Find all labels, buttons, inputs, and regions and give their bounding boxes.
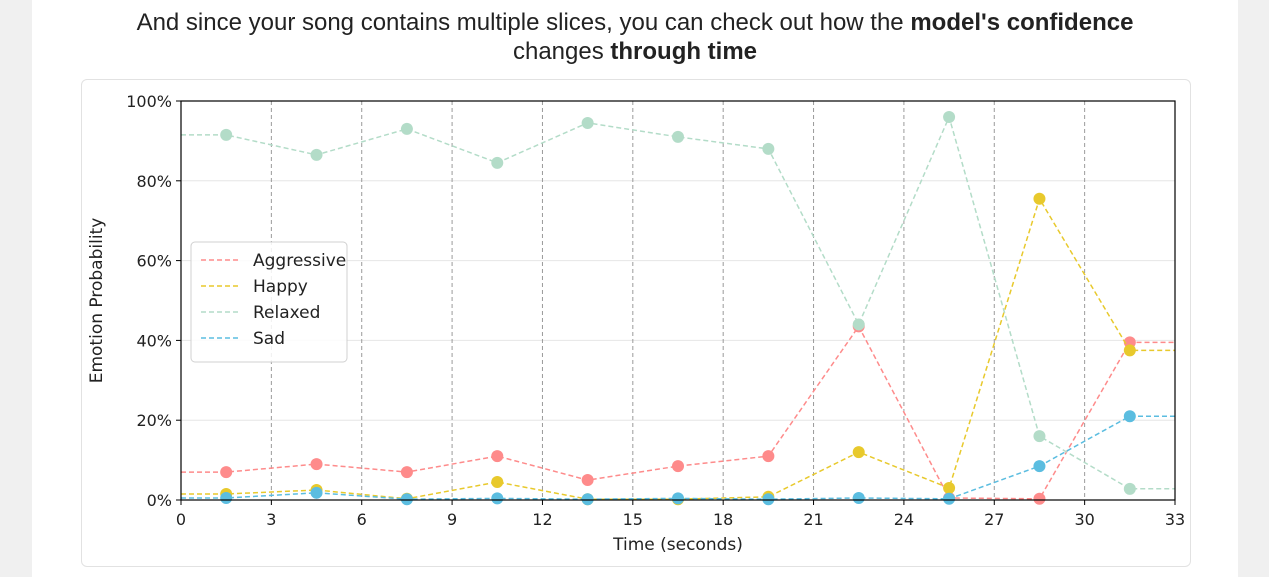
chart-card: 0% 20% 40% 60% 80% 100% 0 3 6 9 12 15 18 21 24 27 30 33 Ti… <box>81 79 1191 567</box>
data-point-sad <box>1123 410 1136 423</box>
legend: Aggressive Happy Relaxed Sad <box>190 241 348 363</box>
data-point-relaxed <box>852 318 865 331</box>
x-tick-label: 21 <box>803 510 823 529</box>
heading-text-1: And since your song contains multiple sl… <box>136 9 911 36</box>
x-tick-label: 6 <box>357 510 367 529</box>
y-axis-label: Emotion Probability <box>87 218 107 384</box>
data-point-relaxed <box>943 110 956 123</box>
data-point-relaxed <box>220 128 233 141</box>
y-tick-label: 60% <box>136 252 172 271</box>
data-point-happy <box>852 446 865 459</box>
data-point-sad <box>581 493 594 506</box>
data-point-sad <box>852 492 865 505</box>
x-tick-label: 12 <box>532 510 552 529</box>
data-point-sad <box>400 493 413 506</box>
data-point-relaxed <box>672 130 684 143</box>
y-tick-label: 0% <box>147 491 172 510</box>
data-point-happy <box>491 476 504 489</box>
x-tick-label: 15 <box>623 510 643 529</box>
data-point-sad <box>672 492 684 505</box>
data-point-aggressive <box>1033 492 1046 505</box>
x-tick-label: 0 <box>176 510 186 529</box>
data-point-relaxed <box>310 148 323 161</box>
x-tick-label: 27 <box>984 510 1004 529</box>
data-point-aggressive <box>672 460 684 473</box>
heading-bold-2: through time <box>610 38 758 65</box>
legend-label: Happy <box>253 277 308 297</box>
data-point-relaxed <box>1033 430 1046 443</box>
data-point-relaxed <box>491 156 504 169</box>
data-point-sad <box>762 493 775 506</box>
data-point-relaxed <box>581 116 594 129</box>
y-tick-label: 20% <box>136 411 172 430</box>
data-point-happy <box>1123 344 1136 357</box>
data-point-relaxed <box>1123 482 1136 495</box>
x-tick-label: 30 <box>1074 510 1094 529</box>
data-point-aggressive <box>581 474 594 487</box>
data-point-relaxed <box>400 122 413 135</box>
axes-layer: 0% 20% 40% 60% 80% 100% 0 3 6 9 12 15 18 21 24 27 30 33 Ti… <box>87 92 1185 555</box>
data-point-relaxed <box>762 142 775 155</box>
plot-frame <box>180 100 1176 501</box>
separator-layer <box>270 101 1086 500</box>
legend-box <box>190 241 348 363</box>
heading-bold-1: model's confidence <box>910 9 1134 36</box>
x-tick-label: 24 <box>894 510 914 529</box>
content-panel: And since your song contains multiple sl… <box>32 0 1238 577</box>
legend-label: Sad <box>253 329 285 349</box>
data-point-happy <box>943 482 956 495</box>
y-tick-label: 80% <box>136 172 172 191</box>
heading-line-2: changes through time <box>32 37 1238 66</box>
heading-line-1: And since your song contains multiple sl… <box>32 8 1238 37</box>
data-point-aggressive <box>762 450 775 463</box>
data-point-aggressive <box>220 466 233 479</box>
x-tick-label: 33 <box>1165 510 1185 529</box>
data-point-aggressive <box>400 466 413 479</box>
data-point-happy <box>1033 192 1046 205</box>
legend-label: Aggressive <box>253 251 346 271</box>
x-axis-label: Time (seconds) <box>612 535 743 555</box>
series-layer <box>181 110 1175 506</box>
data-point-aggressive <box>310 458 323 471</box>
x-tick-label: 9 <box>447 510 457 529</box>
data-point-aggressive <box>491 450 504 463</box>
series-line-sad <box>181 415 1175 500</box>
x-tick-label: 3 <box>266 510 276 529</box>
data-point-sad <box>491 492 504 505</box>
emotion-line-chart: 0% 20% 40% 60% 80% 100% 0 3 6 9 12 15 18 21 24 27 30 33 Ti… <box>87 92 1185 555</box>
heading-text-2: changes <box>512 38 611 65</box>
data-point-sad <box>943 492 956 505</box>
y-tick-label: 100% <box>126 92 172 111</box>
y-tick-label: 40% <box>136 331 172 350</box>
legend-label: Relaxed <box>253 303 320 323</box>
page-heading: And since your song contains multiple sl… <box>32 8 1238 66</box>
x-tick-label: 18 <box>713 510 733 529</box>
data-point-sad <box>220 492 233 505</box>
data-point-sad <box>310 486 323 499</box>
data-point-sad <box>1033 460 1046 473</box>
